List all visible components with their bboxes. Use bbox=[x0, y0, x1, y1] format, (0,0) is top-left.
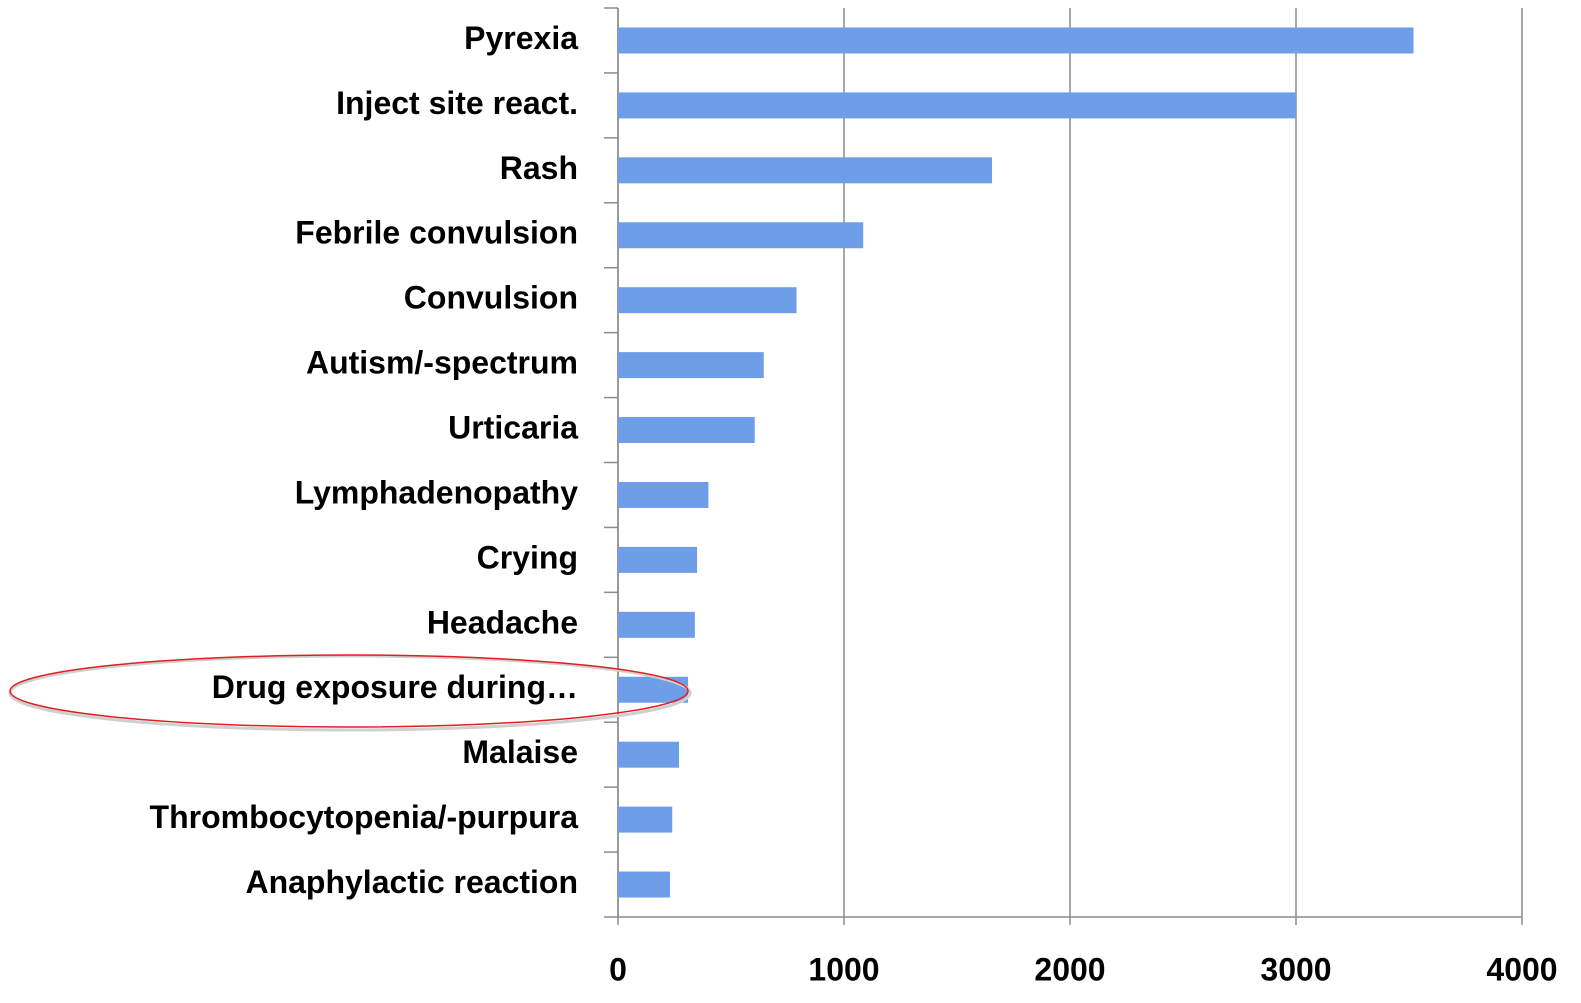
y-tick-label: Malaise bbox=[462, 734, 578, 770]
y-tick-label: Crying bbox=[477, 539, 578, 575]
bar bbox=[618, 871, 670, 898]
x-tick-label: 2000 bbox=[1034, 951, 1105, 987]
y-tick-label: Anaphylactic reaction bbox=[245, 864, 578, 900]
x-tick-label: 1000 bbox=[808, 951, 879, 987]
bar bbox=[618, 741, 680, 768]
y-tick-label: Headache bbox=[427, 604, 578, 640]
bar bbox=[618, 352, 764, 379]
bar bbox=[618, 287, 797, 314]
highlight-ellipse bbox=[9, 654, 689, 728]
bar bbox=[618, 806, 673, 833]
y-tick-label: Rash bbox=[500, 150, 578, 186]
x-tick-label: 0 bbox=[609, 951, 627, 987]
bar bbox=[618, 157, 993, 184]
y-tick-label: Urticaria bbox=[448, 409, 578, 445]
bar bbox=[618, 92, 1296, 119]
bar bbox=[618, 546, 698, 573]
y-tick-label: Convulsion bbox=[404, 280, 578, 316]
bar bbox=[618, 481, 709, 508]
x-tick-label: 4000 bbox=[1486, 951, 1557, 987]
y-tick-label: Drug exposure during… bbox=[212, 669, 578, 705]
y-tick-label: Febrile convulsion bbox=[295, 215, 578, 251]
y-tick-label: Autism/-spectrum bbox=[306, 345, 578, 381]
x-tick-label: 3000 bbox=[1260, 951, 1331, 987]
y-tick-label: Pyrexia bbox=[464, 20, 578, 56]
bar bbox=[618, 417, 755, 444]
bar bbox=[618, 27, 1414, 54]
bar bbox=[618, 222, 864, 249]
bar bbox=[618, 676, 689, 703]
y-tick-label: Lymphadenopathy bbox=[295, 474, 578, 510]
y-tick-label: Inject site react. bbox=[336, 85, 578, 121]
y-tick-label: Thrombocytopenia/-purpura bbox=[150, 799, 579, 835]
bar bbox=[618, 611, 695, 638]
